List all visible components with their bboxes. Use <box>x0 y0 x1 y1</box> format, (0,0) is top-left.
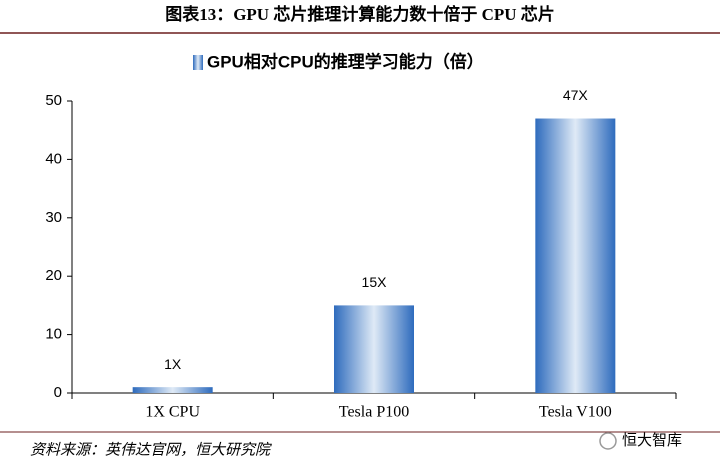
watermark-text: 恒大智库 <box>622 431 682 449</box>
x-tick-label: Tesla V100 <box>539 404 612 421</box>
x-tick-label: Tesla P100 <box>339 404 409 421</box>
y-tick-label: 20 <box>45 267 62 284</box>
legend: GPU相对CPU的推理学习能力（倍） <box>193 51 484 71</box>
value-label: 1X <box>164 356 182 372</box>
legend-label: GPU相对CPU的推理学习能力（倍） <box>207 51 484 71</box>
value-label: 47X <box>563 87 589 103</box>
legend-swatch <box>193 55 203 70</box>
x-tick-label: 1X CPU <box>145 404 200 421</box>
y-tick-label: 0 <box>54 384 62 401</box>
y-tick-label: 30 <box>45 209 62 226</box>
value-label: 15X <box>362 274 388 290</box>
bar <box>132 387 213 393</box>
watermark-icon <box>599 432 617 450</box>
y-tick-label: 40 <box>45 150 62 167</box>
bar <box>535 118 616 394</box>
watermark: 恒大智库 <box>599 431 682 450</box>
chart-title: 图表13：GPU 芯片推理计算能力数十倍于 CPU 芯片 <box>165 4 555 24</box>
y-tick-label: 10 <box>45 326 62 343</box>
source-note: 资料来源：英伟达官网，恒大研究院 <box>30 441 272 458</box>
y-tick-label: 50 <box>45 92 62 109</box>
bar <box>334 305 414 393</box>
